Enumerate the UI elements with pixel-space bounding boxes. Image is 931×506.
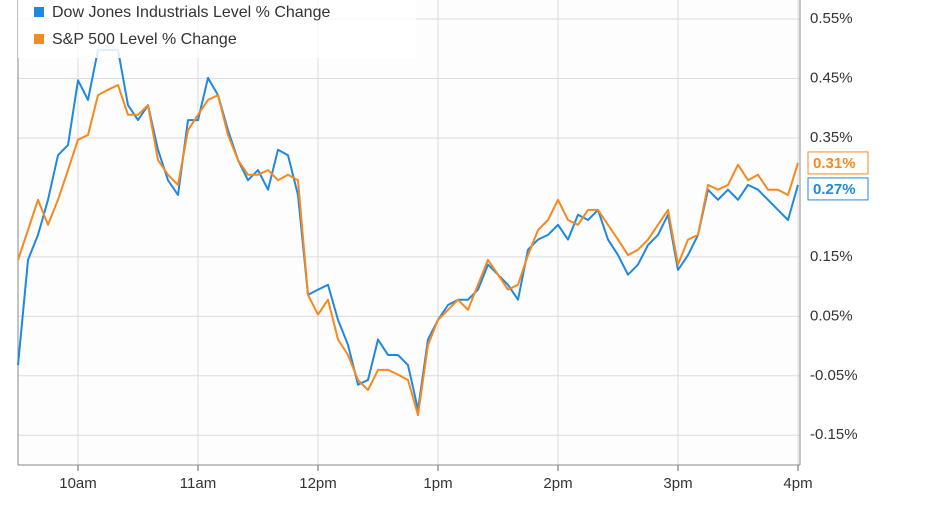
y-tick-label: 0.15% bbox=[810, 248, 853, 265]
series-line bbox=[17, 84, 799, 417]
legend-swatch bbox=[34, 7, 44, 17]
end-label-box bbox=[807, 177, 869, 201]
y-tick-label: 0.55% bbox=[810, 10, 853, 27]
x-tick-label: 11am bbox=[180, 475, 216, 492]
x-tick-label: 2pm bbox=[543, 475, 572, 492]
x-tick-label: 12pm bbox=[299, 475, 337, 492]
legend-box bbox=[18, 0, 416, 58]
plot-area bbox=[18, 0, 800, 465]
x-tick-label: 10am bbox=[59, 475, 97, 492]
y-tick-label: 0.35% bbox=[810, 129, 853, 146]
y-tick-label: -0.15% bbox=[810, 426, 858, 443]
x-tick-label: 3pm bbox=[663, 475, 692, 492]
y-tick-label: -0.05% bbox=[810, 367, 858, 384]
legend-label: Dow Jones Industrials Level % Change bbox=[52, 4, 330, 21]
end-label-box bbox=[807, 151, 869, 175]
end-label: 0.31% bbox=[813, 155, 856, 172]
end-label: 0.27% bbox=[813, 181, 856, 198]
x-tick-label: 4pm bbox=[783, 475, 812, 492]
x-tick-label: 1pm bbox=[423, 475, 452, 492]
legend-swatch bbox=[34, 34, 44, 44]
y-tick-label: 0.45% bbox=[810, 69, 853, 86]
legend-label: S&P 500 Level % Change bbox=[52, 31, 237, 48]
y-tick-label: 0.05% bbox=[810, 307, 853, 324]
